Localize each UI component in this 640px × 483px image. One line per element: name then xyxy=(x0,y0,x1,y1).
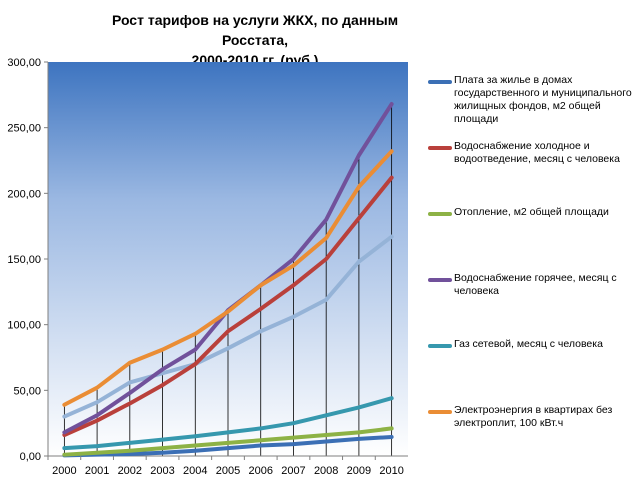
x-tick-label: 2007 xyxy=(281,465,305,477)
y-tick-label: 150,00 xyxy=(7,254,41,266)
legend-label: Водоснабжение горячее, месяц с человека xyxy=(454,272,617,297)
legend-label: Электроэнергия в квартирах без электропл… xyxy=(454,404,613,429)
legend-swatch xyxy=(428,344,452,348)
x-tick-label: 2009 xyxy=(347,465,371,477)
x-tick-label: 2004 xyxy=(183,465,207,477)
legend-swatch xyxy=(428,410,452,414)
series-line xyxy=(62,175,394,437)
y-tick-label: 50,00 xyxy=(13,385,41,397)
legend-label: Водоснабжение холодное и водоотведение, … xyxy=(454,140,620,165)
x-tick-label: 2001 xyxy=(85,465,109,477)
y-tick-label: 200,00 xyxy=(7,188,41,200)
legend-swatch xyxy=(428,80,452,84)
x-tick-label: 2005 xyxy=(216,465,240,477)
x-tick-label: 2006 xyxy=(248,465,272,477)
series-line xyxy=(62,434,394,458)
y-tick-label: 250,00 xyxy=(7,123,41,135)
legend-label: Плата за жилье в домах государственного … xyxy=(454,74,632,125)
y-tick-label: 0,00 xyxy=(20,451,41,463)
series-line xyxy=(62,396,394,451)
y-tick-label: 100,00 xyxy=(7,320,41,332)
legend-label: Отопление, м2 общей площади xyxy=(454,206,609,218)
legend-label: Газ сетевой, месяц с человека xyxy=(454,338,603,350)
legend-swatch xyxy=(428,212,452,216)
series-line xyxy=(62,426,394,457)
chart-title-line1: Рост тарифов на услуги ЖКХ, по данным Ро… xyxy=(111,12,399,48)
series-line xyxy=(62,149,394,407)
legend-swatch xyxy=(428,146,452,150)
y-tick-label: 300,00 xyxy=(7,57,41,69)
x-tick-label: 2010 xyxy=(379,465,403,477)
x-tick-label: 2008 xyxy=(314,465,338,477)
legend-swatch xyxy=(428,278,452,282)
series-line xyxy=(62,234,394,419)
x-tick-label: 2000 xyxy=(52,465,76,477)
x-tick-label: 2002 xyxy=(118,465,142,477)
x-tick-label: 2003 xyxy=(150,465,174,477)
